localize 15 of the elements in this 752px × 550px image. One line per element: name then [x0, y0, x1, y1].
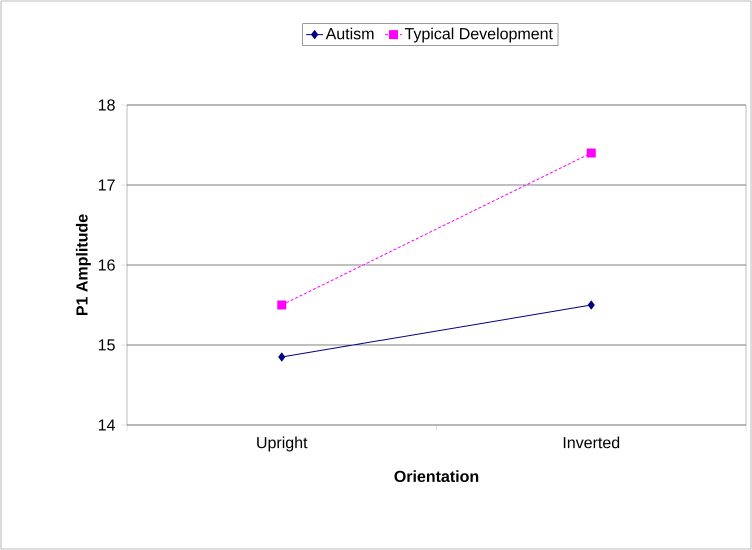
y-tick-label: 17 [98, 179, 115, 190]
x-tick-label: Upright [257, 436, 308, 452]
point [277, 300, 286, 310]
legend-label: Autism [326, 28, 374, 40]
x-axis-title: Orientation [394, 470, 478, 482]
point [588, 300, 595, 310]
y-axis-title: P1 Amplitude [76, 214, 91, 316]
point [586, 148, 596, 158]
y-tick-label: 16 [98, 259, 115, 271]
x-tick-label: Inverted [564, 436, 620, 448]
y-tick-label: 15 [98, 339, 115, 351]
legend-label: Typical Development [404, 28, 553, 43]
y-tick-label: 18 [98, 99, 115, 111]
y-tick-label: 14 [98, 419, 116, 431]
point [278, 352, 286, 362]
